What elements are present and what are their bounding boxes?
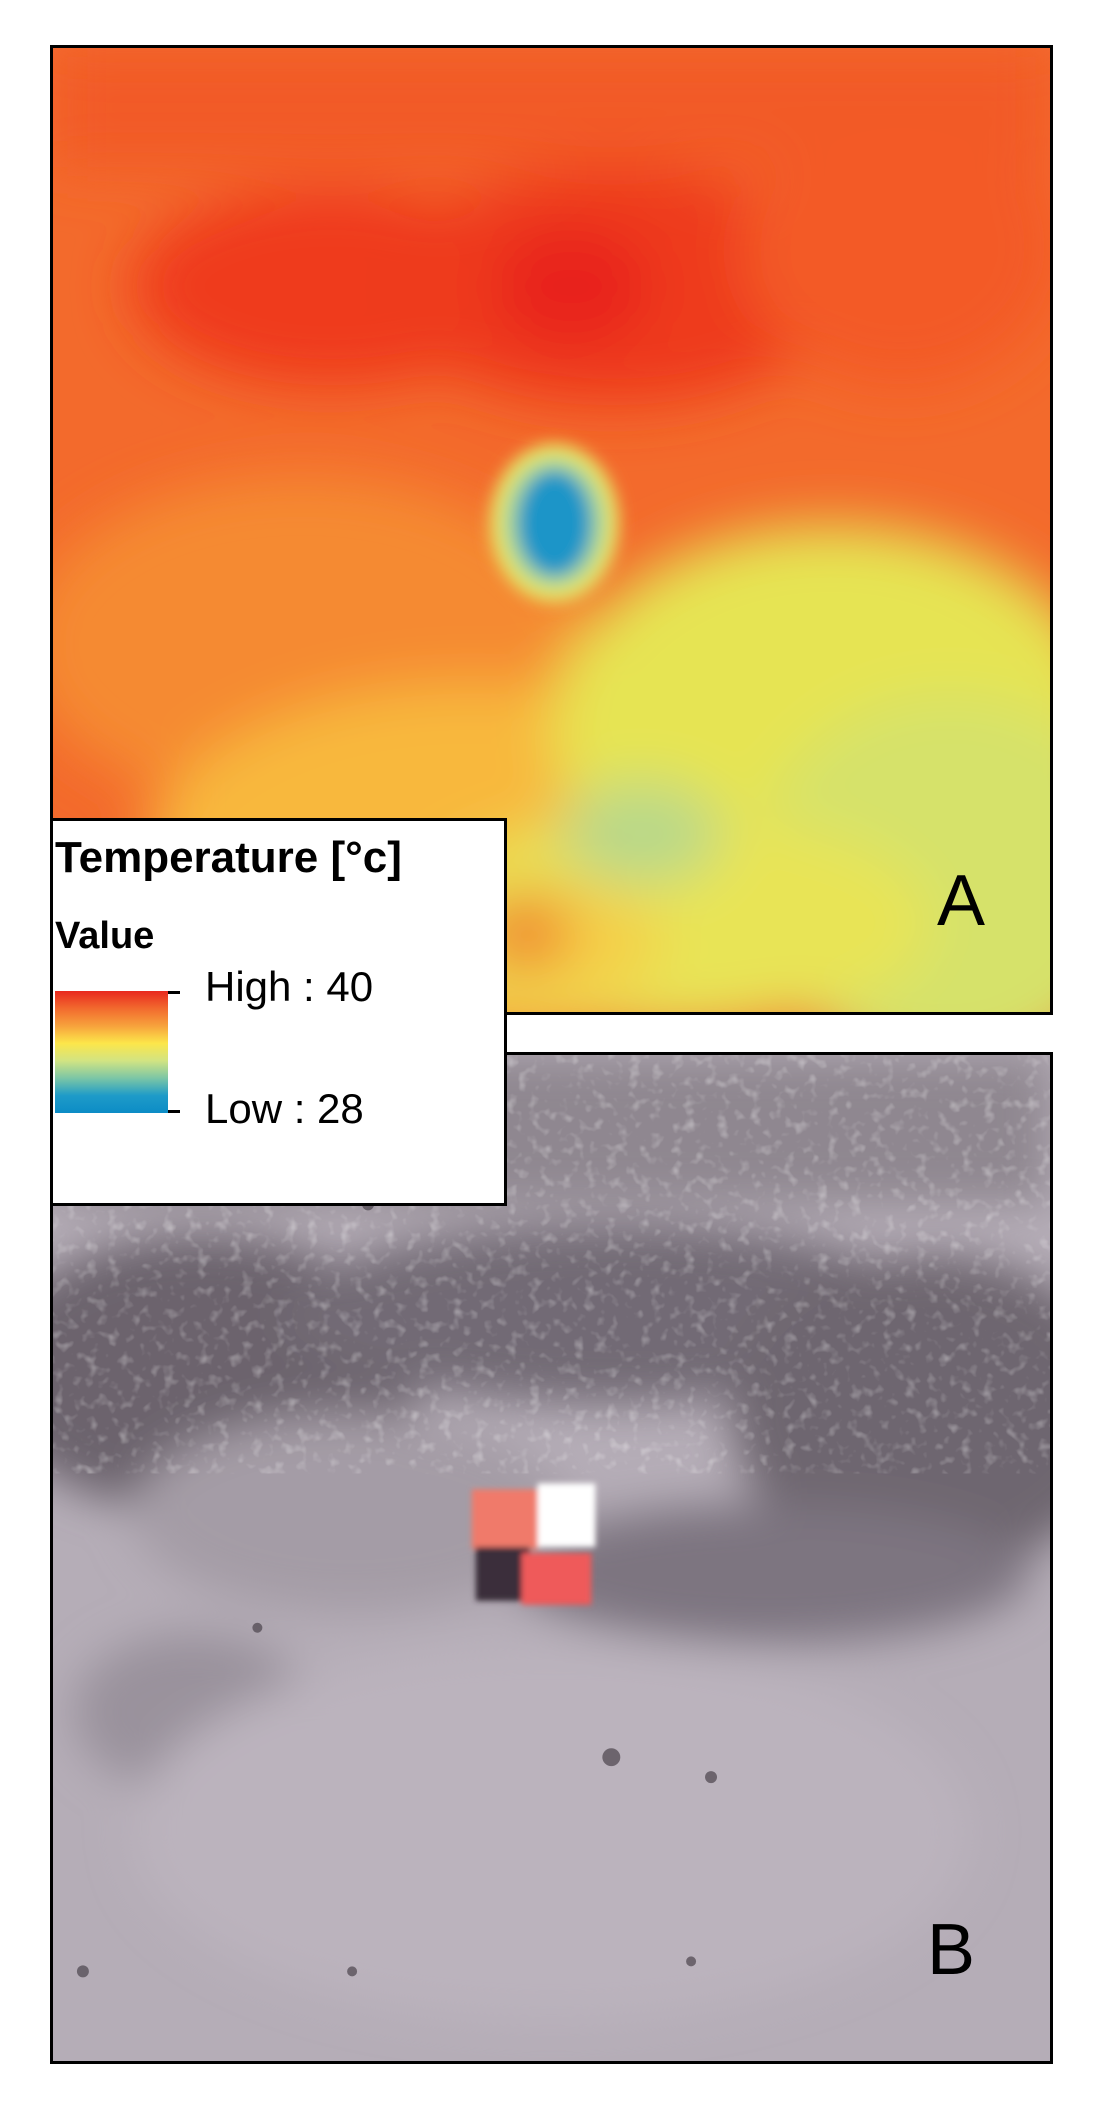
- ramp-tick-low: [168, 1110, 180, 1113]
- legend-title: Temperature [°c]: [55, 833, 402, 882]
- panel-label-a: A: [936, 861, 985, 941]
- ramp-tick-high: [168, 991, 180, 994]
- color-ramp: [55, 991, 168, 1113]
- legend: Temperature [°c] Value High : 40 Low : 2…: [50, 818, 507, 1206]
- legend-subtitle: Value: [55, 915, 155, 957]
- legend-high-label: High : 40: [205, 963, 374, 1010]
- legend-low-label: Low : 28: [205, 1085, 364, 1132]
- panel-label-b: B: [926, 1910, 975, 1990]
